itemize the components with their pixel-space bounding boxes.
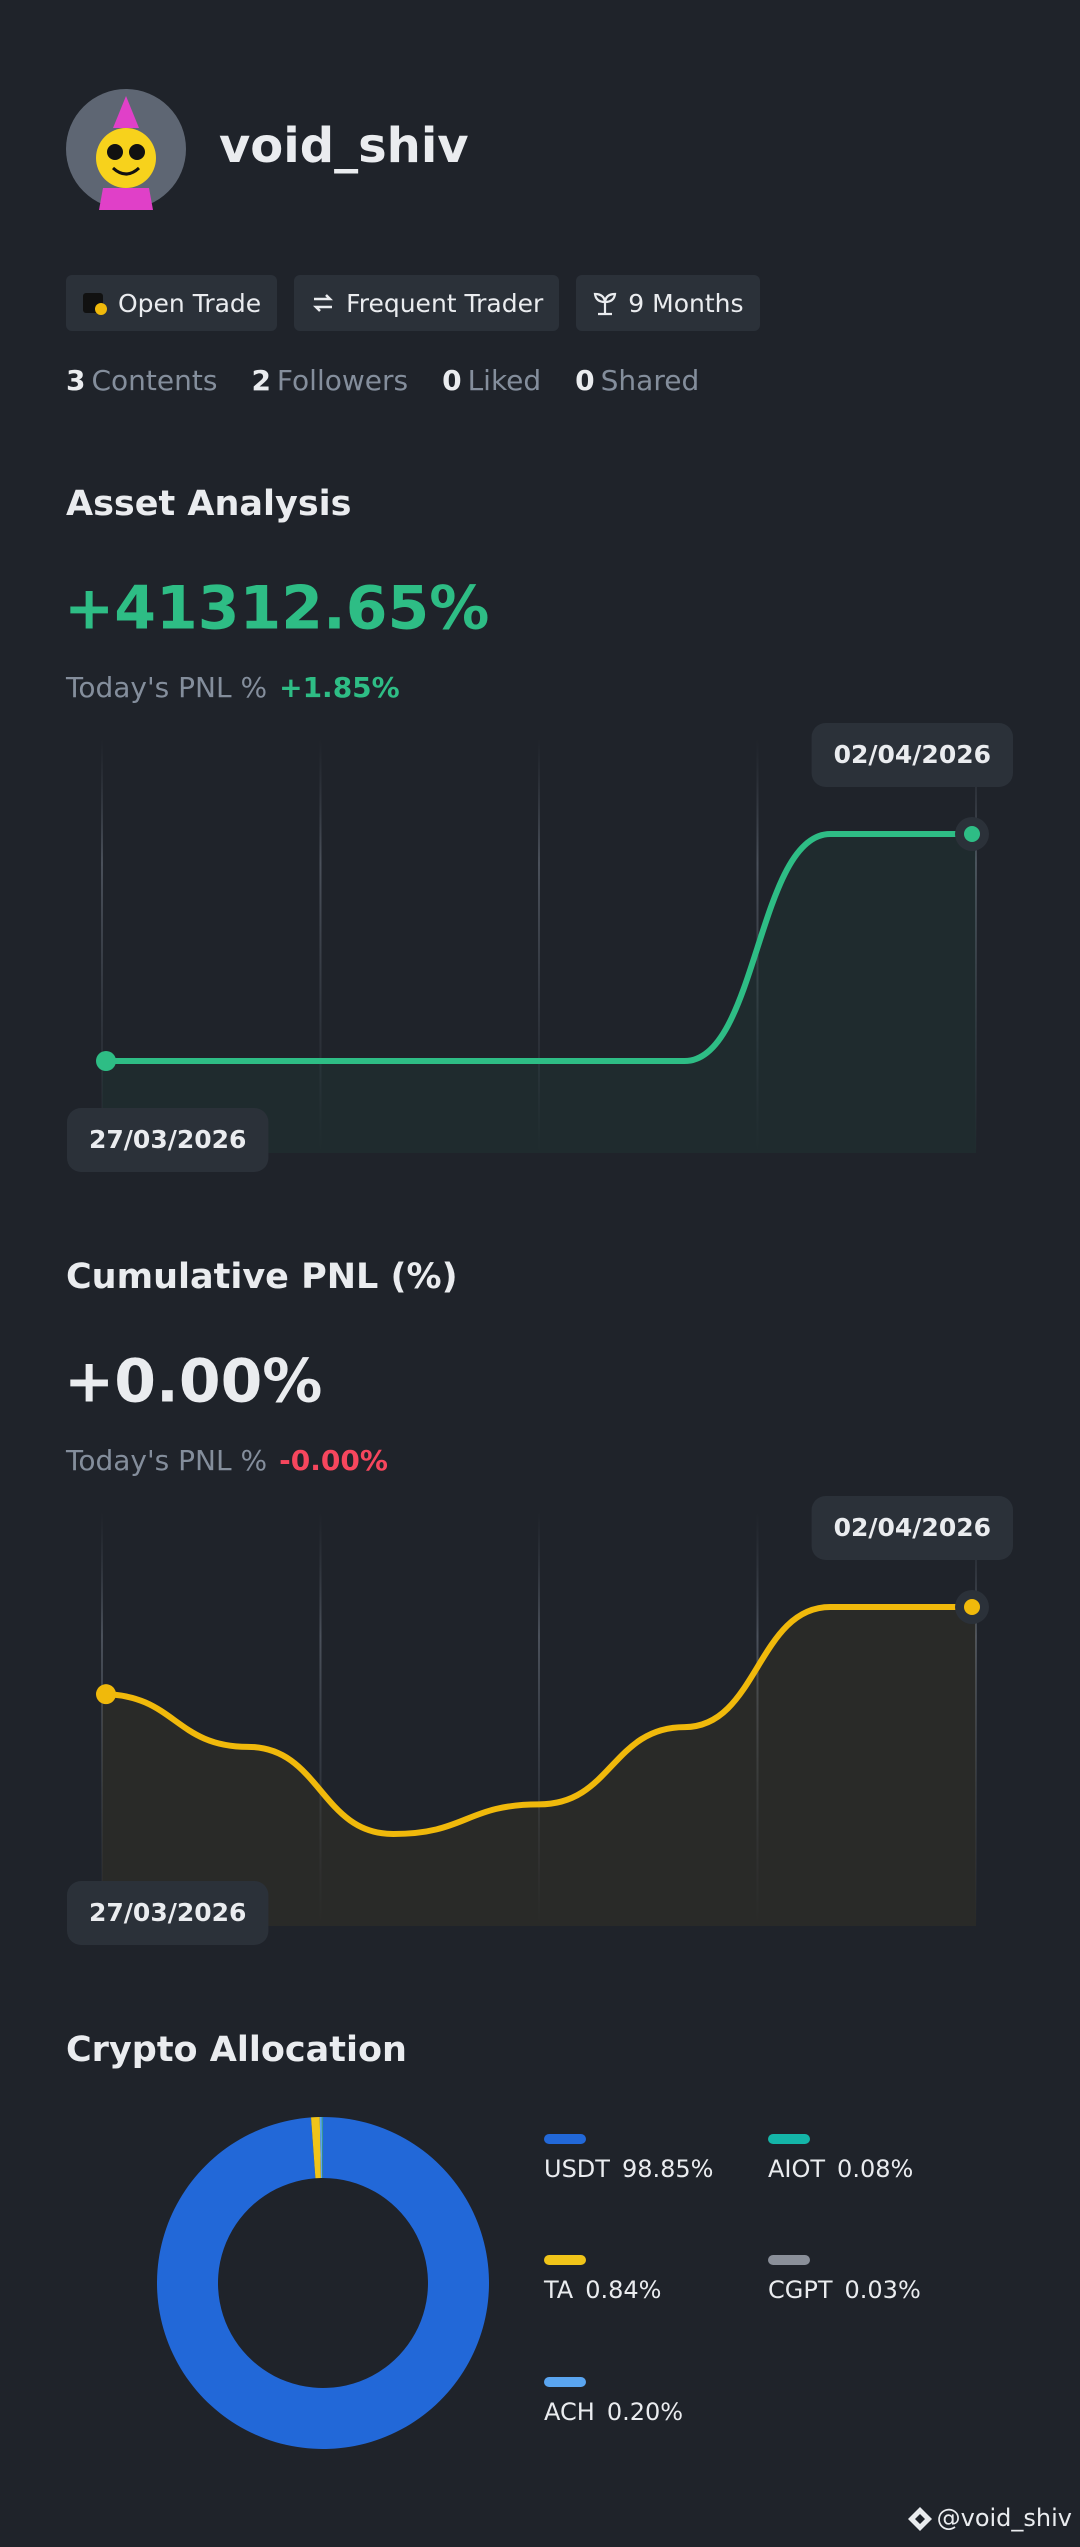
date-label-bg [811, 1496, 1013, 1560]
footer-icon [908, 2507, 932, 2531]
stat-label: Shared [600, 364, 700, 397]
badge-icon [594, 292, 617, 316]
stat-label: Contents [91, 364, 218, 397]
start-point [96, 1684, 116, 1705]
username: void_shiv [219, 118, 469, 174]
footer-handle: @void_shiv [937, 2504, 1072, 2532]
legend-name: TA [543, 2276, 574, 2304]
legend-value: 0.84% [585, 2276, 661, 2304]
stat[interactable]: 2 Followers [251, 364, 408, 397]
donut-slice [311, 2117, 321, 2179]
today-pnl-label: Today's PNL % [65, 1444, 267, 1477]
legend-name: AIOT [768, 2155, 825, 2183]
legend-name: CGPT [768, 2276, 833, 2304]
grid-line [101, 739, 103, 1153]
date-label-bg [811, 723, 1013, 787]
headline-value: +0.00% [64, 1347, 322, 1417]
badge-label: 9 Months [628, 288, 744, 318]
end-point [964, 826, 980, 842]
legend-swatch [768, 2255, 810, 2265]
line [99, 1603, 979, 1838]
line [99, 830, 979, 1065]
line-area [102, 1607, 976, 1926]
legend-swatch [544, 2377, 586, 2387]
donut-slice [321, 2117, 323, 2179]
stat[interactable]: 3 Contents [66, 364, 217, 397]
legend-value: 0.03% [845, 2276, 921, 2304]
date-label-bg [67, 1881, 269, 1945]
date-label-text: 27/03/2026 [89, 1125, 246, 1154]
donut-slice [156, 2117, 489, 2449]
date-label-bg [67, 1108, 269, 1172]
stat-count: 3 [66, 364, 86, 397]
stat-count: 0 [442, 364, 462, 397]
stat-count: 0 [575, 364, 595, 397]
grid-line [975, 1512, 977, 1926]
date-label: 27/03/2026 [67, 1881, 269, 1945]
stat-count: 2 [251, 364, 271, 397]
date-label-text: 27/03/2026 [89, 1898, 246, 1927]
stat-label: Liked [467, 364, 542, 397]
headline-value: +41312.65% [64, 574, 489, 644]
badge: 9 Months [576, 275, 760, 331]
today-pnl-label: Today's PNL % [65, 671, 267, 704]
legend-swatch [544, 2255, 586, 2265]
stat-label: Followers [276, 364, 409, 397]
legend-swatch [768, 2134, 810, 2144]
legend-value: 0.20% [607, 2398, 683, 2426]
grid-line [756, 1512, 759, 1926]
legend-value: 98.85% [622, 2155, 714, 2183]
grid-line [975, 739, 977, 1153]
legend-name: USDT [544, 2155, 610, 2183]
donut-slice [319, 2117, 323, 2179]
grid-line [319, 1512, 322, 1926]
badge: Frequent Trader [294, 275, 560, 331]
end-point [964, 1599, 980, 1615]
today-pnl-value: +1.85% [279, 671, 400, 704]
date-label: 27/03/2026 [67, 1108, 269, 1172]
badge-icon [313, 294, 334, 312]
grid-line [101, 1512, 103, 1926]
grid-line [538, 739, 540, 1153]
date-label-text: 02/04/2026 [834, 1513, 991, 1542]
legend-swatch [544, 2134, 586, 2144]
avatar[interactable] [65, 88, 187, 210]
date-label: 02/04/2026 [811, 723, 1013, 787]
stat[interactable]: 0 Liked [442, 364, 541, 397]
section-title: Asset Analysis [66, 484, 352, 524]
today-pnl-value: -0.00% [279, 1444, 388, 1477]
stats: 3 Contents 2 Followers 0 Liked 0 Shared [66, 364, 699, 397]
badge-icon [83, 293, 107, 315]
grid-line [319, 739, 322, 1153]
date-label-text: 02/04/2026 [834, 740, 991, 769]
section-title: Crypto Allocation [66, 2030, 407, 2070]
badge-label: Frequent Trader [346, 288, 544, 318]
start-point [96, 1051, 116, 1071]
date-label: 02/04/2026 [811, 1496, 1013, 1560]
line-area [102, 834, 976, 1153]
section-title: Cumulative PNL (%) [66, 1257, 458, 1297]
legend-value: 0.08% [837, 2155, 913, 2183]
badge: Open Trade [66, 275, 278, 331]
grid-line [538, 1512, 540, 1926]
badge-label: Open Trade [118, 288, 262, 318]
stat[interactable]: 0 Shared [575, 364, 699, 397]
badges: Open Trade Frequent Trader 9 Months [66, 275, 760, 331]
legend-name: ACH [544, 2398, 595, 2426]
